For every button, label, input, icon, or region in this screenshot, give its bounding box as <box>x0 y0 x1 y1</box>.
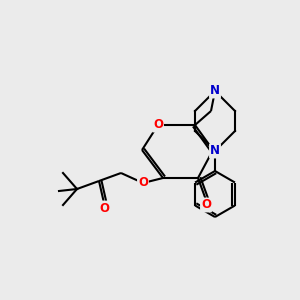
Text: O: O <box>201 199 211 212</box>
Text: N: N <box>210 85 220 98</box>
Text: O: O <box>153 118 163 131</box>
Text: N: N <box>210 145 220 158</box>
Text: O: O <box>138 176 148 190</box>
Text: O: O <box>99 202 109 214</box>
